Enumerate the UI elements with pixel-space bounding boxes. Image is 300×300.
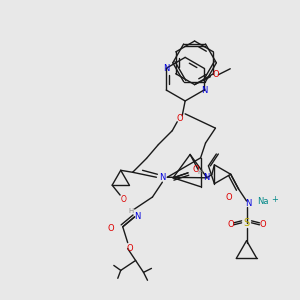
- Text: O: O: [259, 220, 266, 229]
- Text: N: N: [134, 212, 141, 221]
- Text: H: H: [128, 208, 133, 214]
- Text: O: O: [126, 244, 133, 253]
- Text: +: +: [271, 194, 278, 203]
- Text: N: N: [245, 200, 252, 208]
- Text: N: N: [203, 173, 209, 182]
- Text: O: O: [107, 224, 114, 233]
- Text: O: O: [227, 220, 234, 229]
- Text: O: O: [121, 194, 127, 203]
- Text: O: O: [225, 193, 232, 202]
- Text: O: O: [212, 70, 219, 79]
- Text: S: S: [244, 218, 250, 228]
- Text: O: O: [177, 114, 184, 123]
- Text: N: N: [201, 85, 207, 94]
- Text: N: N: [163, 64, 170, 73]
- Text: H: H: [197, 169, 202, 175]
- Text: O: O: [193, 165, 199, 174]
- Text: Na: Na: [257, 196, 268, 206]
- Text: N: N: [159, 173, 166, 182]
